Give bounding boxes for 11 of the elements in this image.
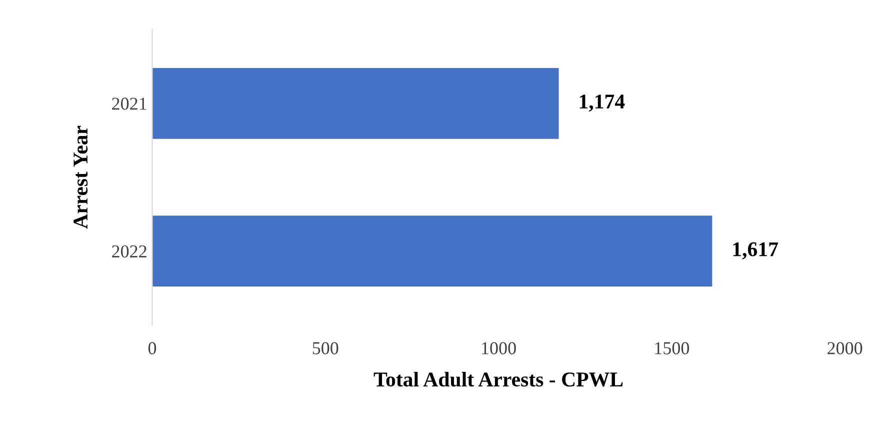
y-tick-label: 2022 — [112, 245, 146, 258]
x-tick-label: 0 — [148, 342, 156, 354]
y-axis-title: Arrest Year — [74, 126, 88, 229]
x-tick-label: 1500 — [655, 342, 690, 354]
y-tick-label: 2021 — [112, 98, 146, 110]
x-axis-title: Total Adult Arrests - CPWL — [374, 372, 623, 387]
data-label: 1,174 — [580, 94, 625, 112]
x-tick-label: 1000 — [482, 342, 516, 354]
x-tick-label: 2000 — [828, 342, 862, 354]
data-label: 1,617 — [733, 242, 778, 260]
x-tick-label: 500 — [312, 342, 338, 354]
